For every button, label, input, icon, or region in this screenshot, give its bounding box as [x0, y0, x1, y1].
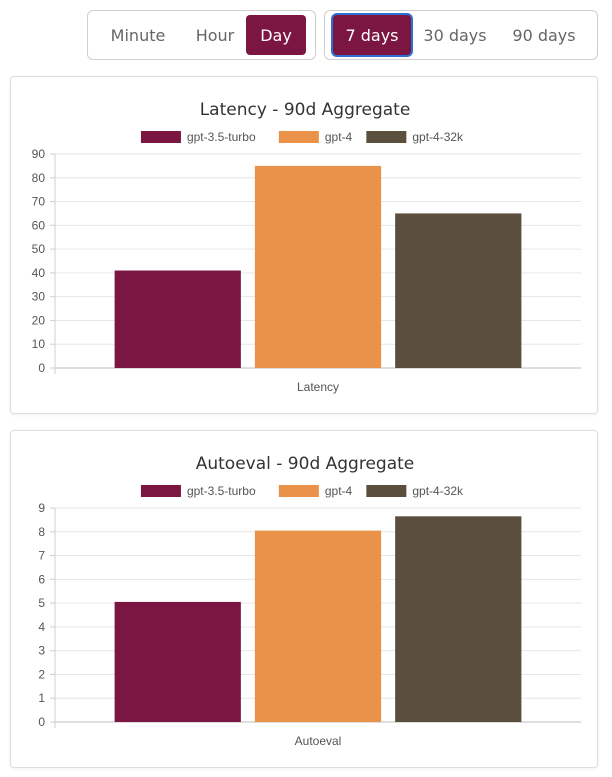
granularity-minute-button[interactable]: Minute	[110, 25, 166, 45]
y-tick-label: 10	[32, 337, 46, 351]
legend-label-gpt-3-5-turbo: gpt-3.5-turbo	[187, 484, 256, 498]
y-tick-label: 80	[32, 171, 46, 185]
y-tick-label: 4	[38, 620, 45, 634]
legend-swatch-gpt-3-5-turbo	[140, 131, 181, 143]
legend-label-gpt-4: gpt-4	[325, 484, 353, 498]
legend-item-gpt-4-32k: gpt-4-32k	[366, 130, 464, 144]
legend-swatch-gpt-4-32k	[366, 131, 407, 143]
chart-title: Latency - 90d Aggregate	[200, 100, 411, 120]
legend-label-gpt-4-32k: gpt-4-32k	[412, 130, 464, 144]
x-category-label: Latency	[297, 380, 339, 394]
legend-label-gpt-3-5-turbo: gpt-3.5-turbo	[187, 130, 256, 144]
legend-item-gpt-4: gpt-4	[278, 484, 353, 498]
y-tick-label: 60	[32, 218, 46, 232]
granularity-selector: Minute Hour Day	[87, 10, 316, 60]
legend-swatch-gpt-4	[278, 485, 319, 497]
y-tick-label: 8	[38, 525, 45, 539]
range-30-days-button[interactable]: 30 days	[423, 25, 487, 45]
chart-legend: gpt-3.5-turbo gpt-4 gpt-4-32k	[140, 130, 464, 144]
y-tick-label: 5	[38, 596, 45, 610]
legend-item-gpt-3-5-turbo: gpt-3.5-turbo	[140, 130, 256, 144]
range-selector: 7 days 30 days 90 days	[324, 10, 598, 60]
y-tick-label: 90	[32, 147, 46, 161]
range-90-days-button[interactable]: 90 days	[512, 25, 576, 45]
y-tick-label: 30	[32, 290, 46, 304]
chart-legend: gpt-3.5-turbo gpt-4 gpt-4-32k	[140, 484, 464, 498]
legend-label-gpt-4-32k: gpt-4-32k	[412, 484, 464, 498]
y-tick-label: 2	[38, 667, 45, 681]
chart-title: Autoeval - 90d Aggregate	[196, 454, 415, 474]
legend-swatch-gpt-4	[278, 131, 319, 143]
legend-item-gpt-4: gpt-4	[278, 130, 353, 144]
latency-chart-card: Latency - 90d Aggregate gpt-3.5-turbo gpt-…	[10, 76, 598, 414]
y-tick-label: 40	[32, 266, 46, 280]
y-tick-label: 7	[38, 549, 45, 563]
bar-gpt-4	[254, 165, 382, 368]
bar-gpt-4-32k	[395, 516, 522, 722]
x-category-label: Autoeval	[295, 734, 342, 748]
bar-gpt-3-5-turbo	[114, 270, 241, 368]
bar-gpt-4-32k	[395, 213, 522, 368]
legend-swatch-gpt-3-5-turbo	[140, 485, 181, 497]
y-tick-label: 9	[38, 501, 45, 515]
legend-swatch-gpt-4-32k	[366, 485, 407, 497]
y-tick-label: 1	[38, 691, 45, 705]
y-tick-label: 0	[38, 715, 45, 729]
y-tick-label: 50	[32, 242, 46, 256]
granularity-day-button[interactable]: Day	[246, 15, 306, 55]
y-tick-label: 20	[32, 313, 46, 327]
range-7-days-button[interactable]: 7 days	[333, 15, 411, 55]
legend-item-gpt-4-32k: gpt-4-32k	[366, 484, 464, 498]
legend-label-gpt-4: gpt-4	[325, 130, 353, 144]
bar-gpt-3-5-turbo	[114, 601, 241, 722]
y-tick-label: 6	[38, 572, 45, 586]
y-tick-label: 3	[38, 644, 45, 658]
y-tick-label: 0	[38, 361, 45, 375]
autoeval-chart-card: Autoeval - 90d Aggregate gpt-3.5-turbo gpt…	[10, 430, 598, 768]
bar-gpt-4	[254, 530, 382, 722]
granularity-hour-button[interactable]: Hour	[195, 25, 235, 45]
legend-item-gpt-3-5-turbo: gpt-3.5-turbo	[140, 484, 256, 498]
y-tick-label: 70	[32, 195, 46, 209]
